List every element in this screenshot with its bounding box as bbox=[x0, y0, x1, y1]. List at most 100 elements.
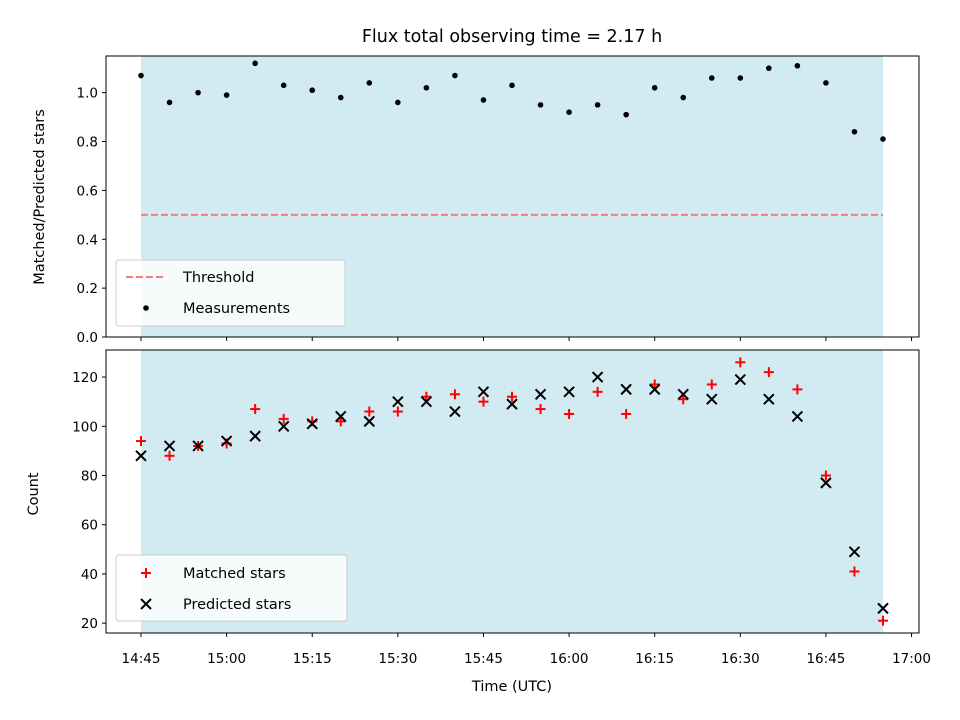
predicted-star-point bbox=[363, 415, 376, 428]
legend-threshold-label: Threshold bbox=[182, 270, 254, 286]
predicted-star-point bbox=[677, 388, 689, 401]
x-tick-label: 16:15 bbox=[635, 651, 674, 667]
y-tick-label: 40 bbox=[81, 567, 98, 583]
cross-stroke bbox=[534, 388, 547, 401]
cross-stroke bbox=[477, 386, 490, 398]
predicted-star-point bbox=[848, 546, 861, 558]
cross-stroke bbox=[877, 602, 889, 615]
y-tick-label: 80 bbox=[81, 469, 98, 485]
x-tick-label: 16:45 bbox=[806, 651, 845, 667]
predicted-star-point bbox=[734, 373, 747, 386]
legend-matched-swatch bbox=[141, 568, 151, 578]
cross-stroke bbox=[392, 395, 404, 408]
cross-stroke bbox=[563, 386, 575, 398]
matched-star-point bbox=[449, 389, 460, 400]
measurement-point bbox=[566, 109, 572, 115]
measurement-point bbox=[737, 75, 744, 81]
matched-star-point bbox=[535, 404, 546, 415]
measurement-point bbox=[851, 128, 858, 135]
cross-stroke bbox=[420, 395, 433, 408]
cross-stroke bbox=[734, 373, 747, 386]
predicted-star-point bbox=[420, 395, 433, 408]
matched-star-point bbox=[849, 566, 860, 577]
cross-stroke bbox=[820, 477, 832, 489]
predicted-star-point bbox=[249, 430, 261, 442]
cross-stroke bbox=[277, 420, 290, 432]
matched-stars-points bbox=[136, 357, 888, 626]
cross-stroke bbox=[363, 415, 376, 428]
chart-title: Flux total observing time = 2.17 h bbox=[362, 27, 662, 47]
bottom-legend-box bbox=[115, 554, 348, 622]
predicted-star-point bbox=[335, 410, 347, 423]
matched-star-point bbox=[621, 408, 632, 419]
matched-star-point bbox=[164, 450, 175, 461]
top-axes-frame bbox=[105, 55, 920, 338]
predicted-star-point bbox=[820, 477, 832, 489]
predicted-star-point bbox=[306, 418, 318, 430]
top-x-ticks bbox=[140, 337, 913, 341]
predicted-star-point bbox=[763, 393, 775, 405]
y-tick-label: 0.0 bbox=[77, 330, 98, 346]
cross-stroke bbox=[620, 383, 632, 396]
predicted-star-point bbox=[163, 440, 176, 452]
bottom-legend: Matched stars Predicted stars bbox=[115, 554, 348, 622]
legend-plus-marker bbox=[141, 568, 151, 578]
predicted-star-point bbox=[620, 383, 632, 396]
cross-stroke bbox=[306, 418, 318, 430]
predicted-star-point bbox=[648, 383, 661, 396]
matched-star-point bbox=[392, 406, 403, 417]
y-tick-label: 100 bbox=[72, 419, 98, 435]
measurement-point bbox=[138, 72, 144, 79]
top-y-axis-label: Matched/Predicted stars bbox=[32, 109, 48, 285]
matched-star-point bbox=[649, 379, 660, 390]
predicted-star-point bbox=[534, 388, 547, 401]
x-tick-label: 16:30 bbox=[721, 651, 760, 667]
x-tick-label: 15:15 bbox=[293, 651, 332, 667]
matched-star-point bbox=[678, 394, 689, 405]
top-y-ticks: 0.0 0.2 0.4 0.6 0.8 1.0 bbox=[77, 86, 106, 346]
matched-star-point bbox=[706, 379, 717, 390]
predicted-star-point bbox=[791, 410, 804, 423]
cross-stroke bbox=[220, 435, 233, 447]
cross-stroke bbox=[591, 371, 604, 383]
legend-measurements-label: Measurements bbox=[183, 301, 290, 317]
top-legend-box bbox=[115, 259, 346, 327]
y-tick-label: 0.6 bbox=[77, 183, 98, 199]
measurement-point bbox=[623, 111, 629, 118]
matched-star-point bbox=[564, 408, 575, 419]
top-legend: Threshold Measurements bbox=[115, 259, 346, 327]
x-axis-label: Time (UTC) bbox=[471, 679, 552, 695]
measurement-point bbox=[680, 94, 687, 101]
bottom-x-ticks: 14:45 15:00 15:15 15:30 15:45 16:00 16:15 16:30… bbox=[122, 633, 931, 667]
predicted-star-point bbox=[277, 420, 290, 432]
matched-star-point bbox=[592, 386, 603, 397]
measurement-point bbox=[537, 102, 544, 108]
cross-stroke bbox=[706, 393, 718, 405]
predicted-star-point bbox=[563, 386, 575, 398]
predicted-star-point bbox=[192, 440, 204, 452]
measurement-point bbox=[651, 84, 658, 91]
cross-stroke bbox=[335, 410, 347, 423]
measurement-points bbox=[138, 60, 886, 142]
bottom-axes-frame bbox=[105, 349, 920, 634]
predicted-star-point bbox=[477, 386, 490, 398]
x-tick-label: 15:45 bbox=[464, 651, 503, 667]
legend-matched-label: Matched stars bbox=[183, 566, 286, 582]
y-tick-label: 120 bbox=[72, 370, 98, 386]
measurement-point bbox=[452, 72, 458, 79]
bottom-y-axis-label: Count bbox=[26, 472, 42, 515]
cross-stroke bbox=[677, 388, 689, 401]
matched-star-point bbox=[878, 615, 888, 626]
measurement-point bbox=[309, 87, 316, 94]
y-tick-label: 60 bbox=[81, 518, 98, 534]
cross-stroke bbox=[192, 440, 204, 452]
measurement-point bbox=[794, 62, 801, 69]
measurement-point bbox=[509, 82, 515, 89]
y-tick-label: 1.0 bbox=[77, 86, 98, 102]
x-tick-label: 16:00 bbox=[550, 651, 589, 667]
cross-stroke bbox=[249, 430, 261, 442]
legend-predicted-label: Predicted stars bbox=[183, 597, 291, 613]
measurement-point bbox=[166, 99, 173, 106]
measurement-point bbox=[337, 94, 344, 101]
